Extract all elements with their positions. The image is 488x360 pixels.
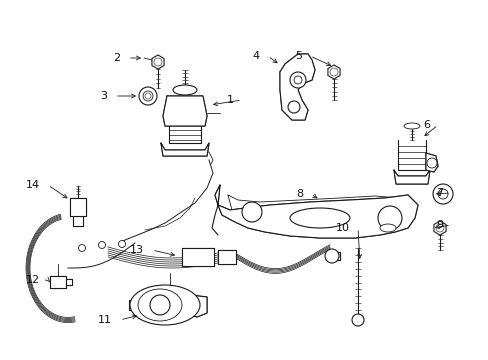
Polygon shape [425,153,437,172]
Text: 2: 2 [113,53,120,63]
Polygon shape [433,221,445,235]
Text: 11: 11 [98,315,112,325]
Text: 4: 4 [252,51,260,61]
Ellipse shape [173,85,197,95]
Circle shape [377,206,401,230]
Polygon shape [161,143,208,156]
Ellipse shape [289,208,349,228]
Circle shape [145,93,151,99]
Circle shape [435,224,443,232]
Circle shape [432,184,452,204]
Circle shape [242,202,262,222]
Ellipse shape [130,285,200,325]
Polygon shape [218,250,236,264]
Text: 3: 3 [100,91,107,101]
Polygon shape [393,170,429,184]
Polygon shape [280,54,314,120]
Polygon shape [182,248,214,266]
Ellipse shape [379,224,395,232]
Circle shape [437,189,447,199]
Circle shape [287,101,299,113]
Circle shape [142,91,153,101]
Polygon shape [325,252,339,260]
Text: 1: 1 [226,95,234,105]
Circle shape [79,244,85,252]
Text: 13: 13 [130,245,143,255]
Circle shape [293,76,302,84]
Text: 10: 10 [335,223,349,233]
Polygon shape [66,279,72,285]
Circle shape [139,87,157,105]
Circle shape [325,249,338,263]
Circle shape [289,72,305,88]
Text: 7: 7 [435,188,442,198]
Polygon shape [50,276,66,288]
Polygon shape [327,65,339,79]
Polygon shape [163,96,206,126]
Circle shape [150,295,170,315]
Ellipse shape [403,123,419,129]
Circle shape [329,68,337,76]
Polygon shape [215,185,417,238]
Ellipse shape [138,289,182,321]
Polygon shape [70,198,86,216]
Polygon shape [190,295,206,317]
Circle shape [154,58,162,66]
Circle shape [351,314,363,326]
Text: 5: 5 [294,51,302,61]
Circle shape [98,242,105,248]
Circle shape [426,158,436,168]
Text: 8: 8 [295,189,303,199]
Text: 9: 9 [435,220,442,230]
Polygon shape [152,55,164,69]
Text: 14: 14 [26,180,40,190]
Text: 12: 12 [26,275,40,285]
Circle shape [118,240,125,248]
Text: 6: 6 [422,120,429,130]
